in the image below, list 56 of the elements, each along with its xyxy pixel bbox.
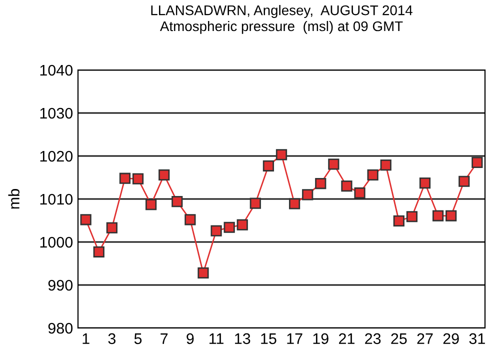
point xyxy=(119,172,131,184)
point xyxy=(172,196,183,208)
x-tick-label: 9 xyxy=(186,333,194,344)
x-tick-label: 19 xyxy=(313,333,328,344)
point xyxy=(380,159,392,171)
y-tick-label: 1030 xyxy=(40,108,73,119)
point xyxy=(80,214,92,226)
point xyxy=(406,211,418,222)
x-tick-label: 3 xyxy=(108,333,116,344)
y-tick-label: 980 xyxy=(48,322,73,334)
point xyxy=(158,169,170,180)
chart-title: LLANSADWRN, Anglesey, AUGUST 2014 Atmospheric pressure (msl) at 09 GMT xyxy=(151,5,412,34)
point xyxy=(236,219,248,230)
x-tick-label: 1 xyxy=(82,333,90,344)
point xyxy=(132,173,144,184)
point xyxy=(458,176,470,187)
point xyxy=(472,156,483,168)
x-tick-label: 21 xyxy=(338,333,354,344)
x-tick-label: 31 xyxy=(469,333,485,344)
y-tick-label: 1040 xyxy=(40,64,73,76)
x-tick-label: 5 xyxy=(134,333,142,344)
x-tick-label: 13 xyxy=(235,333,250,344)
point xyxy=(367,169,378,180)
point xyxy=(106,222,118,234)
point xyxy=(328,158,340,170)
point xyxy=(145,199,157,210)
x-tick-label: 27 xyxy=(417,333,433,344)
point xyxy=(262,160,274,172)
x-tick-label: 25 xyxy=(391,333,407,344)
x-tick-label: 7 xyxy=(160,333,168,344)
y-tick-label: 1020 xyxy=(40,150,73,162)
y-tick-label: 990 xyxy=(48,280,73,291)
point xyxy=(419,178,431,189)
point xyxy=(210,225,222,236)
point xyxy=(354,187,366,199)
x-tick-label: 23 xyxy=(365,333,381,344)
point xyxy=(198,267,209,279)
x-tick-label: 17 xyxy=(287,333,302,344)
y-axis-title: mb xyxy=(8,189,20,209)
y-tick-label: 1000 xyxy=(40,236,73,248)
point xyxy=(393,215,404,226)
point xyxy=(93,246,104,258)
point xyxy=(341,180,352,192)
x-tick-label: 15 xyxy=(261,333,276,344)
y-tick-label: 1010 xyxy=(40,194,73,205)
x-tick-label: 29 xyxy=(443,333,459,344)
point xyxy=(446,210,457,222)
x-tick-label: 11 xyxy=(210,333,224,344)
point xyxy=(315,178,326,190)
point xyxy=(250,198,261,209)
point xyxy=(302,189,314,200)
point xyxy=(432,210,444,222)
point xyxy=(224,222,235,233)
point xyxy=(288,198,300,210)
point xyxy=(276,149,288,160)
point xyxy=(184,214,196,226)
